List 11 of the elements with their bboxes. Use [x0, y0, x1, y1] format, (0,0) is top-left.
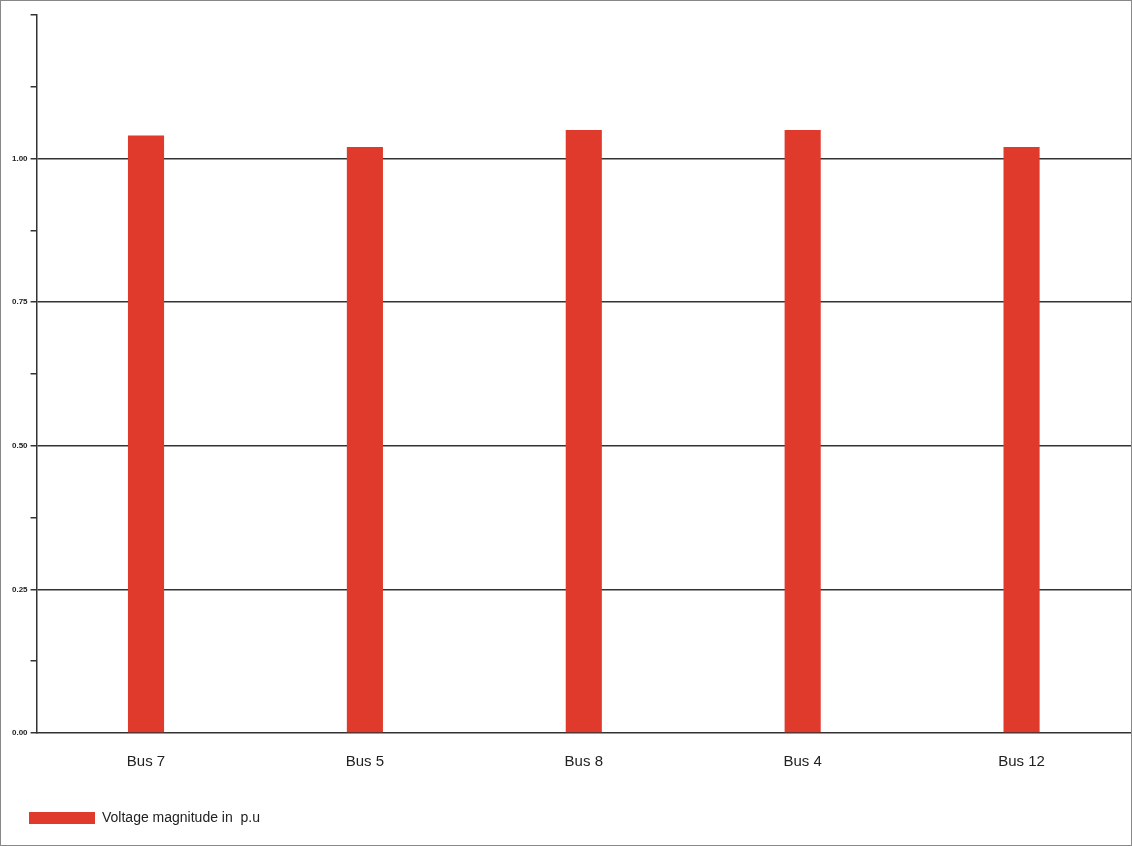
legend-label: Voltage magnitude in p.u: [102, 808, 261, 825]
x-tick-label: Bus 8: [564, 752, 603, 770]
x-tick-label: Bus 7: [126, 752, 166, 770]
y-tick-label: 0.75: [11, 297, 29, 307]
y-tick-label: 0.25: [11, 584, 29, 594]
x-tick-label: Bus 5: [345, 752, 385, 770]
x-tick-label: Bus 12: [998, 752, 1045, 770]
y-tick-label: 1.00: [11, 153, 29, 163]
y-tick-label: 0.50: [11, 441, 29, 450]
y-tick-label: 0.00: [11, 728, 29, 738]
x-tick-label: Bus 4: [783, 752, 822, 770]
